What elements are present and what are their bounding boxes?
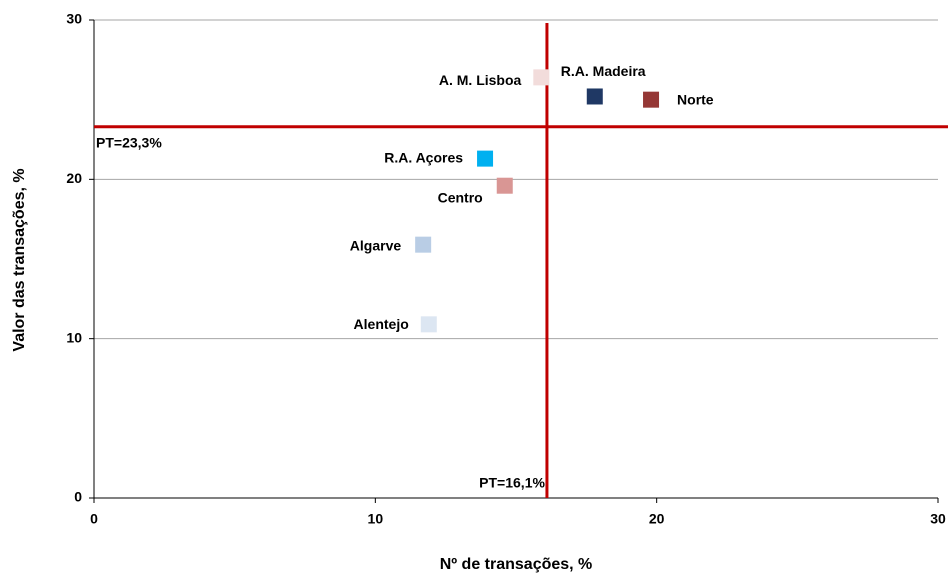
x-axis-label: Nº de transações, % (440, 556, 593, 573)
y-tick-label: 30 (66, 11, 82, 27)
x-tick-label: 20 (649, 511, 665, 527)
point-label: R.A. Madeira (561, 63, 646, 79)
point (420, 316, 437, 333)
x-tick-label: 10 (368, 511, 384, 527)
point-label: R.A. Açores (384, 149, 463, 165)
point-label: Alentejo (354, 316, 409, 332)
point (477, 150, 494, 167)
point (586, 88, 603, 105)
point (643, 91, 660, 108)
point (496, 177, 513, 194)
point-label: Centro (438, 189, 483, 205)
y-axis-label: Valor das transações, % (11, 168, 28, 351)
point-label: Algarve (350, 237, 402, 253)
y-tick-label: 10 (66, 329, 82, 345)
y-tick-label: 20 (66, 170, 82, 186)
point-label: Norte (677, 91, 714, 107)
point-label: A. M. Lisboa (439, 72, 522, 88)
x-tick-label: 30 (930, 511, 946, 527)
reference-label: PT=16,1% (479, 475, 545, 491)
y-tick-label: 0 (74, 489, 82, 505)
reference-label: PT=23,3% (96, 134, 162, 150)
x-tick-label: 0 (90, 511, 98, 527)
point (533, 69, 550, 86)
point (415, 236, 432, 253)
